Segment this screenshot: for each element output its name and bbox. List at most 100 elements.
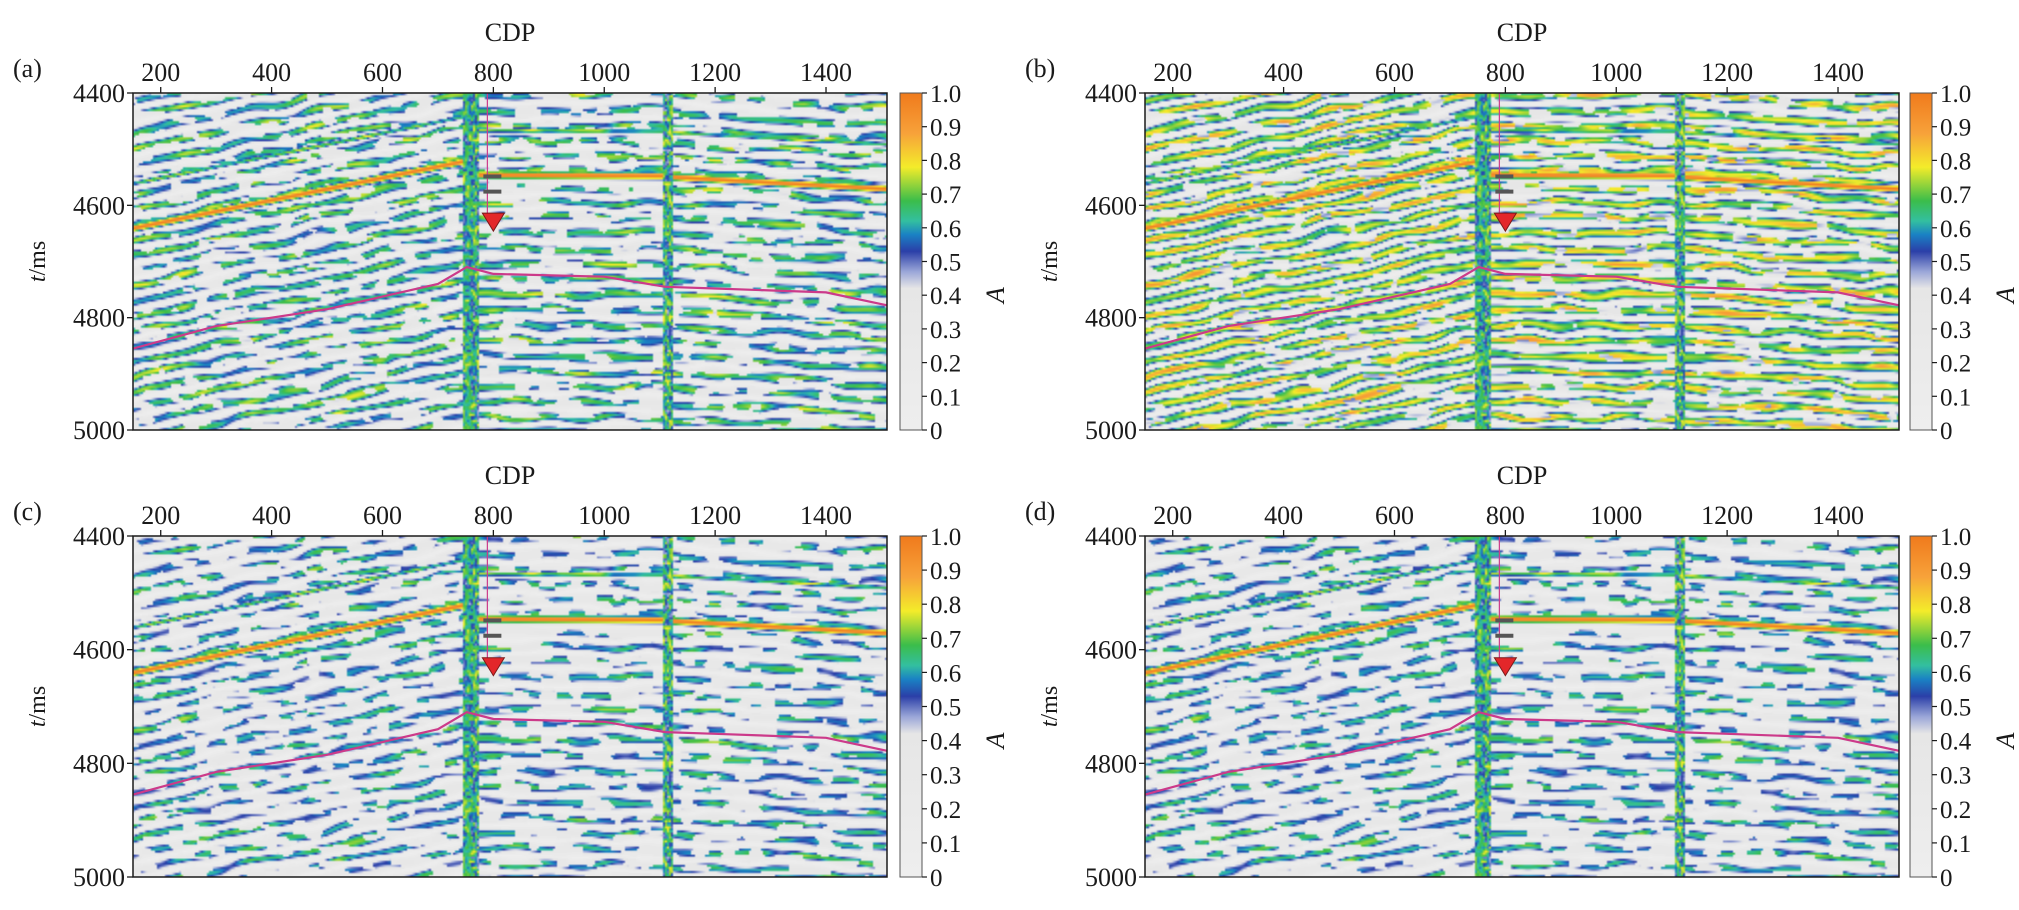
colorbar-tick-label: 0.6 — [930, 216, 961, 243]
colorbar-tick-label: 0.1 — [930, 384, 961, 411]
colorbar-tick-label: 0.6 — [1940, 216, 1971, 243]
y-tick-label: 5000 — [73, 863, 125, 892]
y-tick-label: 4800 — [1085, 304, 1137, 333]
panel-label: (d) — [1025, 497, 1055, 526]
panel-a: 200 400 600 800 1000 1200 1400 CDP 4400 4600 4800 5… — [13, 18, 1010, 445]
well-tick — [483, 618, 502, 623]
x-axis: 200 400 600 800 1000 1200 1400 CDP — [1153, 461, 1864, 536]
x-tick-label: 800 — [1486, 58, 1525, 87]
colorbar-tick-label: 0.9 — [1940, 558, 1971, 585]
x-tick-label: 200 — [141, 501, 180, 530]
y-tick-label: 4400 — [1085, 522, 1137, 551]
colorbar-tick-label: 0.4 — [1940, 729, 1972, 756]
plot-frame — [1144, 92, 1900, 431]
colorbar-tick-label: 0.8 — [930, 592, 961, 619]
y-axis-label-symbol: t — [1037, 274, 1063, 282]
well-marker — [481, 212, 506, 233]
x-axis-label: CDP — [485, 461, 536, 490]
colorbar-tick-label: 0.8 — [930, 148, 961, 175]
y-axis-label-unit: /ms — [1037, 241, 1063, 276]
colorbar-tick-label: 0.3 — [930, 317, 961, 344]
colorbar-tick-label: 0.7 — [1940, 626, 1971, 653]
colorbar-tick-label: 0 — [1940, 865, 1953, 892]
colorbar-label: A — [981, 287, 1010, 305]
y-axis: 4400 4600 4800 5000 t/ms — [25, 522, 133, 892]
colorbar-tick-label: 0.1 — [1940, 384, 1971, 411]
well-tick — [1495, 618, 1514, 623]
colorbar-tick-label: 0.9 — [930, 115, 961, 142]
panel-label: (a) — [13, 54, 42, 83]
colorbar-tick-label: 0.2 — [1940, 797, 1971, 824]
colorbar-label: A — [1991, 733, 2019, 751]
colorbar-tick-label: 0.4 — [930, 729, 962, 756]
well-tick — [1495, 189, 1514, 194]
colorbar-tick-label: 0 — [1940, 418, 1953, 445]
x-tick-label: 1000 — [578, 58, 630, 87]
y-axis-label-unit: /ms — [25, 241, 51, 276]
x-tick-label: 200 — [141, 58, 180, 87]
y-tick-label: 4600 — [1085, 191, 1137, 220]
x-tick-label: 1000 — [1590, 501, 1642, 530]
y-axis: 4400 4600 4800 5000 t/ms — [1037, 79, 1145, 445]
x-axis-label: CDP — [1497, 461, 1548, 490]
x-axis-label: CDP — [485, 18, 536, 47]
plot-frame — [132, 535, 888, 878]
colorbar: 0 0.1 0.2 0.3 0.4 0.5 0.6 0.7 0.8 0.9 1.0 A — [899, 81, 1010, 445]
colorbar-bar — [1909, 92, 1933, 431]
colorbar: 0 0.1 0.2 0.3 0.4 0.5 0.6 0.7 0.8 0.9 1.0 A — [1909, 524, 2019, 892]
x-axis: 200 400 600 800 1000 1200 1400 CDP — [141, 18, 852, 93]
x-tick-label: 600 — [363, 501, 402, 530]
x-axis: 200 400 600 800 1000 1200 1400 CDP — [1153, 18, 1864, 93]
colorbar-tick-label: 0.1 — [1940, 831, 1971, 858]
colorbar-tick-label: 0.7 — [930, 626, 961, 653]
colorbar-tick-label: 0.3 — [930, 763, 961, 790]
y-tick-label: 5000 — [1085, 416, 1137, 445]
colorbar-tick-label: 0.1 — [930, 831, 961, 858]
colorbar-tick-label: 0.5 — [1940, 695, 1971, 722]
colorbar-bar — [1909, 535, 1933, 878]
colorbar-tick-label: 0.7 — [1940, 182, 1971, 209]
well-tick — [483, 189, 502, 194]
y-axis-label: t/ms — [1037, 686, 1063, 727]
x-tick-label: 1200 — [1701, 501, 1753, 530]
x-tick-label: 1400 — [1812, 501, 1864, 530]
y-tick-label: 4800 — [73, 304, 125, 333]
y-tick-label: 4400 — [1085, 79, 1137, 108]
colorbar-tick-label: 1.0 — [1940, 524, 1971, 551]
y-axis: 4400 4600 4800 5000 t/ms — [25, 79, 133, 445]
x-tick-label: 1200 — [689, 501, 741, 530]
x-tick-label: 200 — [1153, 501, 1192, 530]
y-tick-label: 5000 — [1085, 863, 1137, 892]
colorbar-tick-label: 0.5 — [1940, 250, 1971, 277]
y-axis-label-symbol: t — [25, 719, 51, 727]
y-tick-label: 4800 — [1085, 749, 1137, 778]
panel-d: 200 400 600 800 1000 1200 1400 CDP 4400 4600 4800 5… — [1025, 461, 2019, 892]
seismic-section-image — [133, 536, 887, 877]
colorbar-tick-label: 1.0 — [1940, 81, 1971, 108]
colorbar-tick-label: 0.2 — [1940, 351, 1971, 378]
x-tick-label: 400 — [252, 58, 291, 87]
y-axis-label: t/ms — [1037, 241, 1063, 282]
colorbar-tick-label: 0.2 — [930, 351, 961, 378]
panel-b: 200 400 600 800 1000 1200 1400 CDP 4400 4600 4800 5… — [1025, 18, 2019, 445]
well-tick — [483, 174, 502, 179]
colorbar-tick-label: 1.0 — [930, 524, 961, 551]
colorbar: 0 0.1 0.2 0.3 0.4 0.5 0.6 0.7 0.8 0.9 1.0 A — [899, 524, 1010, 892]
x-tick-label: 800 — [1486, 501, 1525, 530]
colorbar-tick-label: 0.5 — [930, 695, 961, 722]
x-tick-label: 600 — [1375, 501, 1414, 530]
panel-c: 200 400 600 800 1000 1200 1400 CDP 4400 4600 4800 5… — [13, 461, 1010, 892]
y-axis-label: t/ms — [25, 241, 51, 282]
y-tick-label: 5000 — [73, 416, 125, 445]
x-tick-label: 600 — [1375, 58, 1414, 87]
x-tick-label: 400 — [1264, 58, 1303, 87]
well-marker — [1493, 212, 1518, 233]
y-axis: 4400 4600 4800 5000 t/ms — [1037, 522, 1145, 892]
colorbar-label: A — [981, 733, 1010, 751]
x-tick-label: 1400 — [800, 58, 852, 87]
y-tick-label: 4400 — [73, 79, 125, 108]
well-tick — [1495, 633, 1514, 638]
y-tick-label: 4600 — [1085, 636, 1137, 665]
x-tick-label: 1200 — [689, 58, 741, 87]
